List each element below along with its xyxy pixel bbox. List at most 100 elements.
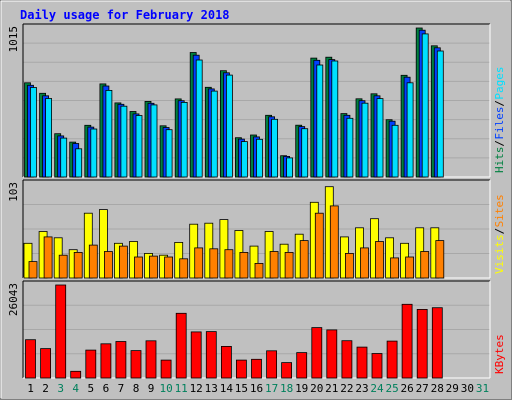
x-tick-day-10: 10 (159, 382, 172, 395)
bar-kbytes-day-1 (25, 339, 36, 379)
bar-pages-day-6 (105, 90, 113, 178)
bar-kbytes-day-13 (205, 331, 217, 379)
bar-kbytes-day-3 (55, 284, 67, 379)
bar-sites-day-21 (329, 205, 339, 279)
bar-pages-day-28 (436, 50, 444, 178)
bar-sites-day-3 (58, 254, 68, 279)
bar-pages-day-17 (271, 118, 279, 178)
bar-sites-day-15 (239, 251, 249, 279)
x-axis-day-labels: 1 2 3 4 5 6 7 8 9 10 11 12 13 14 15 16 17 18 19 20 21 22 23 24 2… (27, 382, 489, 395)
bar-kbytes-day-10 (160, 359, 172, 379)
bar-kbytes-day-18 (281, 362, 293, 379)
bar-pages-day-22 (346, 117, 354, 178)
bar-sites-day-23 (360, 247, 369, 279)
x-tick-day-26: 26 (400, 382, 413, 395)
bar-kbytes-day-2 (40, 348, 51, 379)
legend-visits: Visits (493, 234, 506, 274)
legend-separator: / (493, 228, 506, 235)
y-max-label-kbytes: 26043 (7, 283, 20, 316)
panel-visits-sites: 103 Visits/Sites (7, 179, 506, 279)
bar-kbytes-day-17 (266, 350, 278, 379)
bar-sites-day-19 (299, 240, 309, 279)
bar-visits-day-14 (219, 219, 229, 279)
x-tick-day-7: 7 (118, 382, 125, 395)
legend-hits: Hits (493, 147, 506, 174)
bar-sites-day-13 (209, 248, 219, 279)
legend-files: Files (493, 106, 506, 139)
bar-sites-day-14 (224, 249, 234, 279)
bar-pages-day-11 (180, 102, 188, 178)
x-tick-day-17: 17 (265, 382, 278, 395)
x-tick-day-22: 22 (340, 382, 353, 395)
bar-sites-day-25 (390, 257, 400, 279)
bar-kbytes-day-23 (356, 346, 368, 379)
bar-pages-day-4 (75, 148, 83, 178)
x-tick-day-1: 1 (27, 382, 34, 395)
bar-pages-day-3 (60, 137, 68, 178)
bar-pages-day-24 (376, 98, 384, 178)
bar-pages-day-1 (30, 87, 37, 178)
bar-kbytes-day-12 (190, 331, 202, 379)
x-tick-day-16: 16 (250, 382, 263, 395)
x-tick-day-27: 27 (416, 382, 429, 395)
panel-kbytes: 26043 KBytes (7, 280, 506, 379)
bar-sites-day-24 (375, 241, 384, 279)
x-tick-day-13: 13 (205, 382, 218, 395)
bar-pages-day-10 (165, 129, 173, 178)
bar-kbytes-day-16 (251, 358, 262, 379)
bar-pages-day-9 (150, 104, 158, 178)
bar-pages-day-19 (301, 128, 309, 178)
legend-kbytes: KBytes (493, 334, 506, 374)
bar-kbytes-day-26 (401, 303, 413, 379)
bar-sites-day-2 (43, 236, 53, 279)
x-tick-day-4: 4 (72, 382, 79, 395)
bar-pages-day-2 (45, 98, 52, 178)
chart-title: Daily usage for February 2018 (20, 8, 230, 22)
bar-pages-day-26 (406, 82, 414, 178)
y-max-label-visits-sites: 103 (7, 182, 20, 202)
x-tick-day-24: 24 (370, 382, 384, 395)
x-tick-day-11: 11 (175, 382, 188, 395)
bar-kbytes-day-25 (386, 340, 398, 379)
x-tick-day-19: 19 (295, 382, 308, 395)
x-tick-day-2: 2 (42, 382, 49, 395)
bar-sites-day-22 (344, 252, 354, 279)
x-tick-day-9: 9 (148, 382, 155, 395)
bar-pages-day-16 (256, 138, 263, 178)
bar-sites-day-27 (420, 251, 430, 279)
x-tick-day-3: 3 (57, 382, 64, 395)
bar-pages-day-27 (421, 33, 429, 178)
bar-pages-day-5 (90, 128, 98, 178)
legend-separator: / (493, 100, 506, 107)
bar-pages-day-8 (135, 115, 143, 178)
bar-pages-day-18 (286, 157, 294, 178)
bar-sites-day-6 (104, 251, 113, 279)
x-tick-day-6: 6 (103, 382, 110, 395)
bar-visits-day-16 (249, 245, 259, 279)
bar-kbytes-day-9 (145, 340, 157, 379)
bar-kbytes-day-27 (416, 308, 428, 379)
bar-kbytes-day-7 (115, 341, 127, 379)
chart-panels: 1015Hits/Files/Pages103Visits/Sites26043… (7, 23, 506, 379)
legend-pages: Pages (493, 66, 506, 99)
bar-pages-day-7 (120, 105, 128, 178)
bar-sites-day-7 (119, 245, 128, 279)
x-tick-day-31: 31 (476, 382, 489, 395)
x-tick-day-30: 30 (461, 382, 474, 395)
legend-sites: Sites (493, 194, 506, 227)
x-tick-day-14: 14 (220, 382, 234, 395)
x-tick-day-29: 29 (446, 382, 459, 395)
bar-pages-day-21 (331, 60, 339, 178)
bar-sites-day-28 (435, 240, 445, 279)
bar-kbytes-day-20 (311, 327, 323, 379)
x-tick-day-12: 12 (190, 382, 203, 395)
bar-kbytes-day-14 (220, 345, 232, 379)
bar-sites-day-26 (405, 256, 415, 279)
bar-sites-day-9 (149, 255, 158, 279)
legend-separator: / (493, 140, 506, 147)
bar-pages-day-15 (240, 141, 248, 178)
bar-sites-day-16 (254, 262, 264, 279)
x-tick-day-23: 23 (355, 382, 368, 395)
